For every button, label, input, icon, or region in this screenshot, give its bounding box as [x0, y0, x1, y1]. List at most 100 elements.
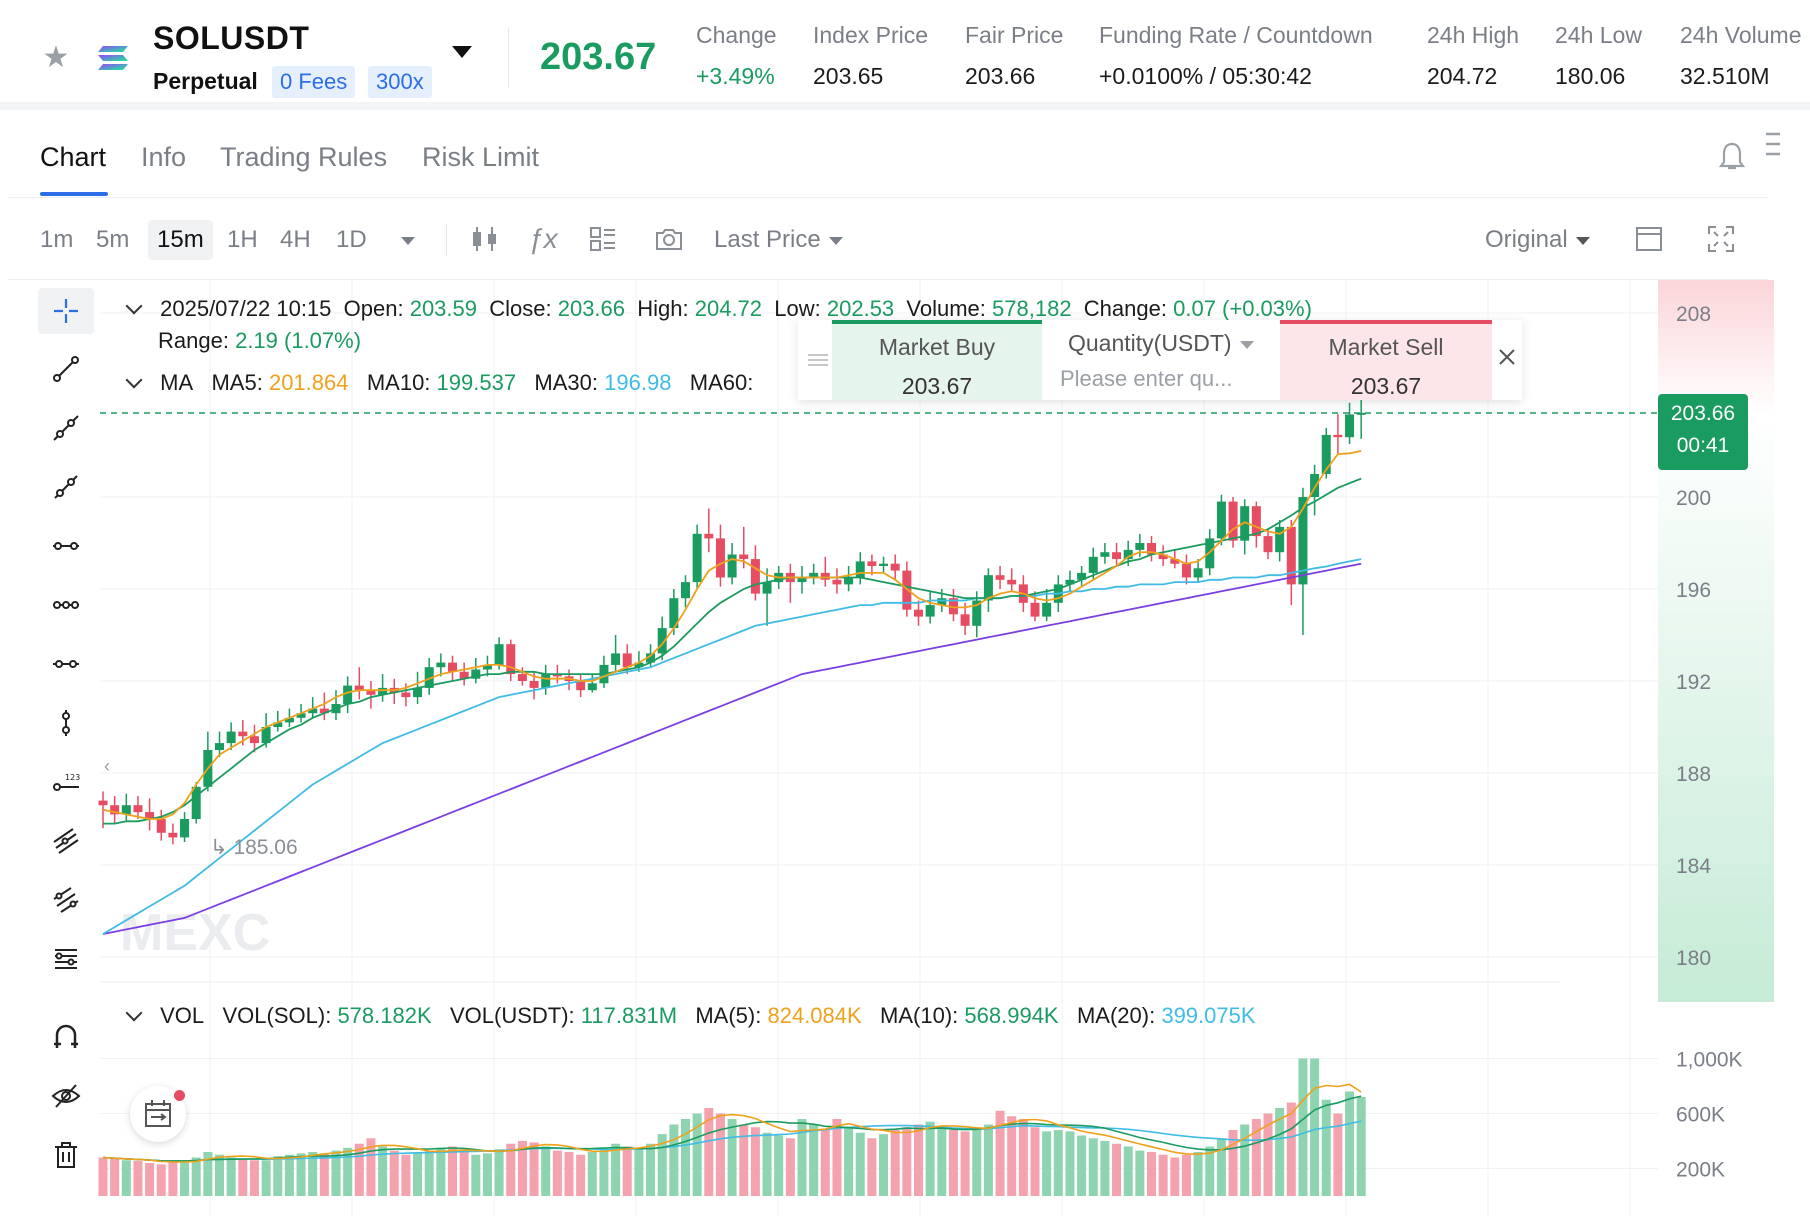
volume-label: Volume:	[906, 296, 986, 321]
volume-bar	[1053, 1130, 1063, 1196]
candle-body	[482, 664, 492, 670]
calendar-button[interactable]	[130, 1086, 186, 1142]
candlestick-chart[interactable]: 208 200 196 192 188 184 180 1,000K 600K 200K MEX…	[0, 280, 1810, 1216]
trend-line-tool-icon[interactable]	[38, 346, 94, 392]
chevron-left-icon[interactable]: ‹	[104, 756, 110, 776]
timeframe-15m[interactable]: 15m	[148, 220, 213, 260]
vol-ma5-value: 824.084K	[767, 1003, 862, 1028]
chevron-down-icon[interactable]	[125, 297, 143, 315]
quantity-unit-dropdown[interactable]: Quantity(USDT)	[1068, 330, 1254, 357]
candle-body	[692, 533, 702, 583]
volume-bar	[1356, 1097, 1366, 1196]
indicators-fx-icon[interactable]: ƒx	[528, 223, 558, 254]
extended-line-tool-icon[interactable]	[38, 464, 94, 510]
ma5-value: 201.864	[268, 370, 349, 395]
fullscreen-icon[interactable]	[1706, 224, 1736, 254]
volume-bar	[413, 1153, 423, 1196]
bell-icon[interactable]	[1718, 140, 1746, 174]
timeframe-1d[interactable]: 1D	[336, 226, 367, 253]
close-icon[interactable]	[1496, 346, 1518, 368]
horizontal-segment-tool-icon[interactable]	[38, 641, 94, 687]
ma10-value: 199.537	[436, 370, 517, 395]
volume-bar	[1333, 1113, 1343, 1196]
chevron-down-icon[interactable]	[125, 371, 143, 389]
ray-tool-icon[interactable]	[38, 405, 94, 451]
volume-bar	[844, 1127, 854, 1196]
layout-grid-icon[interactable]	[588, 224, 618, 254]
market-sell-label: Market Sell	[1328, 334, 1444, 360]
vertical-line-tool-icon[interactable]	[38, 700, 94, 746]
volume-bar	[1065, 1131, 1075, 1196]
open-value: 203.59	[409, 296, 477, 321]
parallel-channel-tool-icon[interactable]	[38, 818, 94, 864]
price-line-tool-icon[interactable]: 123	[38, 759, 94, 805]
fibonacci-tool-icon[interactable]	[38, 936, 94, 982]
favorite-star-icon[interactable]: ★	[42, 41, 70, 74]
quantity-label: Quantity(USDT)	[1068, 330, 1232, 356]
price-tick-label: 188	[1676, 763, 1711, 786]
symbol-dropdown-icon[interactable]	[452, 46, 472, 58]
timeframe-1m[interactable]: 1m	[40, 226, 74, 253]
view-mode-dropdown[interactable]: Original	[1485, 226, 1590, 254]
quantity-input[interactable]	[1060, 364, 1272, 394]
ma60-label: MA60:	[689, 370, 754, 395]
hide-drawings-eye-icon[interactable]	[38, 1073, 94, 1119]
timeframe-more-dropdown[interactable]	[393, 226, 415, 254]
market-sell-button[interactable]: Market Sell 203.67	[1280, 320, 1492, 400]
volume-bar	[785, 1138, 795, 1196]
price-type-dropdown[interactable]: Last Price	[714, 226, 843, 254]
candle-body	[1007, 579, 1017, 585]
candle-body	[587, 683, 597, 691]
candlestick-type-icon[interactable]	[470, 224, 500, 254]
tab-chart[interactable]: Chart	[40, 142, 107, 172]
horizontal-line-tool-icon[interactable]	[38, 523, 94, 569]
candle-body	[646, 653, 656, 663]
tab-info[interactable]: Info	[141, 142, 187, 172]
price-type-label: Last Price	[714, 226, 821, 253]
volume-bar	[1123, 1146, 1133, 1196]
camera-icon[interactable]	[654, 224, 684, 254]
chart-tabs: Chart Info Trading Rules Risk Limit	[8, 118, 1780, 198]
ma30-value: 196.98	[604, 370, 672, 395]
candle-body	[308, 708, 318, 714]
volume-bar	[809, 1124, 819, 1196]
chevron-down-icon[interactable]	[125, 1004, 143, 1022]
menu-lines-icon[interactable]	[1764, 130, 1782, 160]
stat-value: 204.72	[1427, 63, 1498, 89]
horizontal-ray-tool-icon[interactable]	[38, 582, 94, 628]
market-buy-button[interactable]: Market Buy 203.67	[832, 320, 1042, 400]
volume-bar	[1275, 1108, 1285, 1196]
timeframe-5m[interactable]: 5m	[96, 226, 130, 253]
market-buy-label: Market Buy	[878, 334, 996, 360]
stat-24h-high: 24h High 204.72	[1427, 22, 1519, 90]
fib-channel-tool-icon[interactable]	[38, 877, 94, 923]
tab-risk-limit[interactable]: Risk Limit	[422, 142, 540, 172]
window-layout-icon[interactable]	[1634, 224, 1664, 254]
crosshair-tool-icon[interactable]	[38, 288, 94, 334]
trash-icon[interactable]	[38, 1132, 94, 1178]
volume-bar	[1345, 1091, 1355, 1196]
drag-handle-icon[interactable]	[806, 352, 830, 368]
vol-ma10-label: MA(10):	[880, 1003, 959, 1028]
candle-body	[1030, 602, 1040, 617]
volume-bar	[727, 1119, 737, 1196]
candle-body	[1321, 434, 1331, 474]
timeframe-1h[interactable]: 1H	[227, 226, 258, 253]
volume-bar	[750, 1127, 760, 1196]
timeframe-4h[interactable]: 4H	[280, 226, 311, 253]
candle-body	[611, 653, 621, 665]
magnet-icon[interactable]	[38, 1014, 94, 1060]
volume-bar	[1286, 1102, 1296, 1196]
volume-bar	[599, 1147, 609, 1196]
symbol-name[interactable]: SOLUSDT	[153, 20, 310, 56]
stat-change: Change +3.49%	[696, 22, 777, 90]
price-tick-label: 180	[1676, 947, 1711, 970]
vol-sol-value: 578.182K	[337, 1003, 432, 1028]
tab-trading-rules[interactable]: Trading Rules	[220, 142, 388, 172]
volume-bar	[657, 1134, 667, 1196]
volume-bar	[762, 1132, 772, 1196]
change-value: 0.07 (+0.03%)	[1173, 296, 1312, 321]
candle-body	[1333, 434, 1343, 438]
candle-body	[727, 554, 737, 578]
volume-bar	[180, 1160, 190, 1196]
